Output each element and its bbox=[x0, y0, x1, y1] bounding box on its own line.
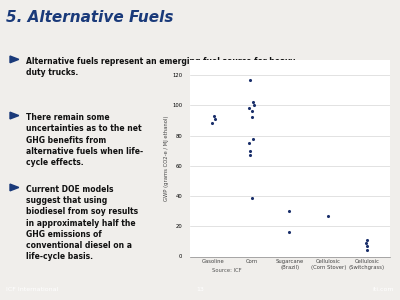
Point bbox=[249, 115, 255, 120]
Y-axis label: GWP (grams CO2-e / MJ ethanol): GWP (grams CO2-e / MJ ethanol) bbox=[164, 116, 170, 201]
Point bbox=[250, 136, 256, 141]
Point bbox=[249, 195, 255, 200]
Point bbox=[285, 230, 292, 235]
Point bbox=[209, 121, 216, 126]
Point bbox=[246, 141, 253, 146]
Text: Current DOE models
suggest that using
biodiesel from soy results
in approximatel: Current DOE models suggest that using bi… bbox=[26, 185, 138, 261]
Polygon shape bbox=[10, 112, 19, 119]
Point bbox=[211, 113, 217, 118]
Point bbox=[250, 103, 257, 108]
Point bbox=[363, 241, 369, 245]
Point bbox=[285, 209, 292, 214]
Text: Alternative fuels represent an emerging fuel source for heavy-
duty trucks.: Alternative fuels represent an emerging … bbox=[26, 57, 298, 77]
Polygon shape bbox=[10, 56, 19, 63]
Point bbox=[249, 109, 256, 114]
Text: iti.com: iti.com bbox=[372, 286, 394, 292]
Point bbox=[324, 213, 331, 218]
Point bbox=[250, 100, 256, 105]
Point bbox=[364, 244, 370, 248]
Point bbox=[247, 148, 253, 153]
Polygon shape bbox=[10, 184, 19, 191]
Text: Source: ICF: Source: ICF bbox=[212, 268, 242, 274]
Point bbox=[247, 153, 253, 158]
Text: ICF International: ICF International bbox=[6, 286, 58, 292]
Text: 5. Alternative Fuels: 5. Alternative Fuels bbox=[6, 10, 174, 25]
Point bbox=[364, 238, 371, 242]
Text: There remain some
uncertainties as to the net
GHG benefits from
alternative fuel: There remain some uncertainties as to th… bbox=[26, 113, 143, 167]
Point bbox=[364, 248, 370, 253]
Point bbox=[212, 116, 218, 121]
Point bbox=[247, 77, 254, 82]
Text: 13: 13 bbox=[196, 286, 204, 292]
Point bbox=[246, 106, 252, 111]
